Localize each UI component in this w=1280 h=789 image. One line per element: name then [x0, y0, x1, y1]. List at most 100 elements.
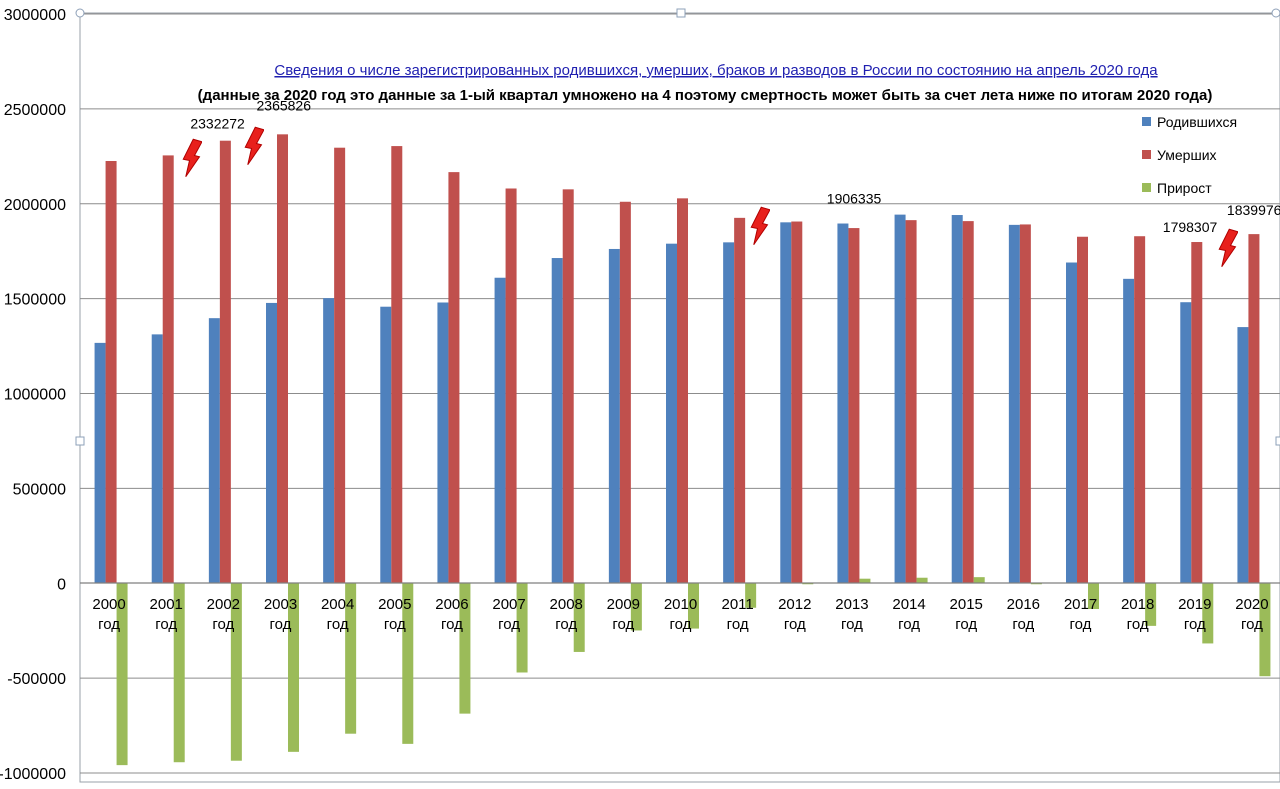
bar-births	[1066, 262, 1077, 584]
x-axis-ticks: 2000 год 2001 год 2002 год 2003 год 2004 год 2005 г…	[92, 596, 1268, 633]
bar-growth	[688, 583, 699, 629]
annotations: 2332272 2365826 1906335 1798307 1839976	[190, 97, 1280, 235]
bar-growth	[1088, 583, 1099, 610]
bar-growth	[802, 583, 814, 585]
bar-births	[723, 242, 735, 584]
y-tick-label: -500000	[7, 671, 66, 688]
bar-growth	[402, 583, 414, 744]
bar-growth	[916, 577, 928, 584]
value-annotation: 1798307	[1163, 219, 1218, 235]
y-tick-label: 0	[57, 576, 66, 593]
bar-deaths	[848, 228, 860, 584]
y-tick-label: 1000000	[4, 387, 66, 404]
x-tick-label: 2005 год	[378, 596, 411, 633]
bar-births	[1008, 224, 1020, 584]
bar-births	[894, 214, 906, 584]
legend-label-growth: Прирост	[1157, 180, 1212, 196]
bar-births	[780, 222, 792, 584]
y-tick-label: 2000000	[4, 197, 66, 214]
bar-growth	[573, 583, 585, 652]
bar-deaths	[448, 172, 460, 584]
bar-deaths	[1019, 224, 1031, 584]
bar-deaths	[734, 217, 746, 584]
bar-growth	[345, 583, 357, 734]
red-arrow-icon	[244, 126, 264, 166]
legend-swatch-deaths	[1142, 150, 1151, 159]
x-tick-label: 2014 год	[892, 596, 925, 633]
x-tick-label: 2003 год	[264, 596, 297, 633]
bar-deaths	[219, 140, 231, 584]
legend: Родившихся Умерших Прирост	[1142, 114, 1237, 196]
red-arrow-icon	[750, 206, 770, 246]
selection-handle[interactable]	[676, 8, 686, 18]
x-tick-label: 2009 год	[607, 596, 640, 633]
selection-handle[interactable]	[1275, 436, 1280, 446]
red-arrow-icon	[1218, 228, 1238, 268]
bar-growth	[1259, 583, 1271, 677]
x-tick-label: 2012 год	[778, 596, 811, 633]
legend-label-births: Родившихся	[1157, 114, 1237, 130]
bar-growth	[1202, 583, 1214, 644]
bar-deaths	[334, 147, 346, 584]
y-tick-label: 3000000	[4, 7, 66, 24]
bar-deaths	[505, 188, 517, 584]
x-tick-label: 2019 год	[1178, 596, 1211, 633]
x-tick-label: 2004 год	[321, 596, 354, 633]
x-tick-label: 2018 год	[1121, 596, 1154, 633]
bar-deaths	[1077, 236, 1088, 584]
value-annotation: 1839976	[1227, 202, 1280, 218]
x-tick-label: 2001 год	[150, 596, 183, 633]
bar-births	[1123, 278, 1135, 584]
bar-births	[151, 334, 163, 584]
bar-births	[437, 302, 449, 584]
bar-deaths	[619, 201, 631, 584]
bar-births	[494, 277, 506, 584]
bar-deaths	[1248, 234, 1260, 584]
bar-deaths	[791, 221, 803, 584]
bar-growth	[973, 577, 985, 584]
bar-births	[266, 302, 277, 584]
bar-births	[951, 215, 963, 584]
legend-label-deaths: Умерших	[1157, 147, 1217, 163]
bar-births	[608, 248, 620, 584]
bar-deaths	[905, 220, 917, 584]
value-annotation: 2332272	[190, 116, 245, 132]
x-tick-label: 2010 год	[664, 596, 697, 633]
bars	[94, 134, 1271, 766]
chart-subtitle: (данные за 2020 год это данные за 1-ый к…	[198, 87, 1213, 104]
bar-deaths	[962, 221, 974, 584]
bar-growth	[1030, 583, 1042, 585]
bar-births	[837, 223, 849, 584]
bar-growth	[459, 583, 471, 714]
x-tick-label: 2015 год	[950, 596, 983, 633]
x-tick-label: 2016 год	[1007, 596, 1040, 633]
bar-births	[1237, 327, 1249, 584]
bar-growth	[230, 583, 242, 761]
selection-handle[interactable]	[75, 436, 85, 446]
bar-growth	[859, 578, 871, 584]
bar-growth	[116, 583, 128, 766]
x-tick-label: 2006 год	[435, 596, 468, 633]
legend-swatch-births	[1142, 117, 1151, 126]
selection-handle[interactable]	[1271, 8, 1280, 18]
bar-deaths	[562, 189, 574, 584]
bar-births	[551, 258, 563, 584]
bar-deaths	[277, 134, 288, 584]
x-tick-label: 2020 год	[1235, 596, 1268, 633]
bar-deaths	[1191, 242, 1203, 584]
chart-title: Сведения о числе зарегистрированных роди…	[274, 62, 1158, 79]
bar-deaths	[162, 155, 174, 584]
legend-swatch-growth	[1142, 183, 1151, 192]
x-tick-label: 2008 год	[550, 596, 583, 633]
bar-deaths	[391, 146, 403, 584]
selection-handle[interactable]	[75, 8, 85, 18]
bar-births	[323, 298, 335, 584]
bar-growth	[745, 583, 757, 608]
bar-growth	[288, 583, 299, 752]
bar-growth	[630, 583, 642, 631]
bar-births	[380, 306, 392, 584]
y-tick-label: 500000	[13, 481, 66, 498]
bar-births	[666, 243, 677, 584]
